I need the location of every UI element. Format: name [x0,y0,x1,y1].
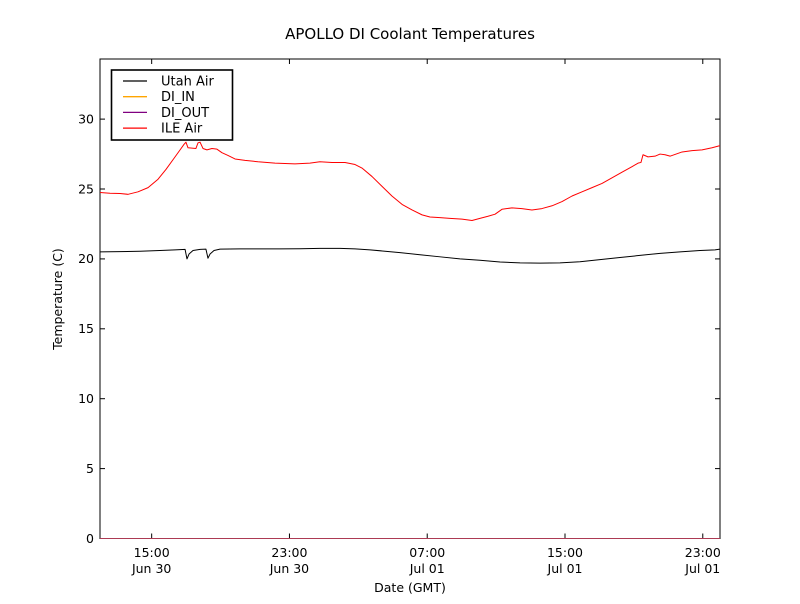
y-tick-label: 20 [78,251,94,266]
axis-tick-labels: 0 5 10 15 20 25 30 15:00 Jun 30 23:00 Jun 30 07:00 J… [78,111,721,576]
legend-label-di-out: DI_OUT [161,106,209,121]
legend-label-di-in: DI_IN [161,90,195,105]
y-tick-label: 5 [86,461,94,476]
x-tick-label: 23:00 Jun 30 [269,545,309,576]
y-axis-label: Temperature (C) [50,248,65,351]
data-series [99,141,721,539]
y-tick-label: 0 [86,531,94,546]
x-tick-label: 23:00 Jul 01 [684,545,721,576]
series-line-ile-air [99,141,721,221]
axis-ticks [100,59,720,539]
y-tick-label: 15 [78,321,94,336]
y-tick-label: 25 [78,181,94,196]
x-axis-label: Date (GMT) [374,580,446,595]
legend-label-utah-air: Utah Air [161,75,214,90]
legend-label-ile-air: ILE Air [161,122,203,137]
chart-title: APOLLO DI Coolant Temperatures [285,25,535,43]
x-tick-label: 07:00 Jul 01 [409,545,446,576]
series-line-utah-air [99,247,721,264]
y-tick-label: 30 [78,111,94,126]
y-tick-label: 10 [78,391,94,406]
x-tick-label: 15:00 Jul 01 [547,545,584,576]
x-tick-label: 15:00 Jun 30 [131,545,171,576]
